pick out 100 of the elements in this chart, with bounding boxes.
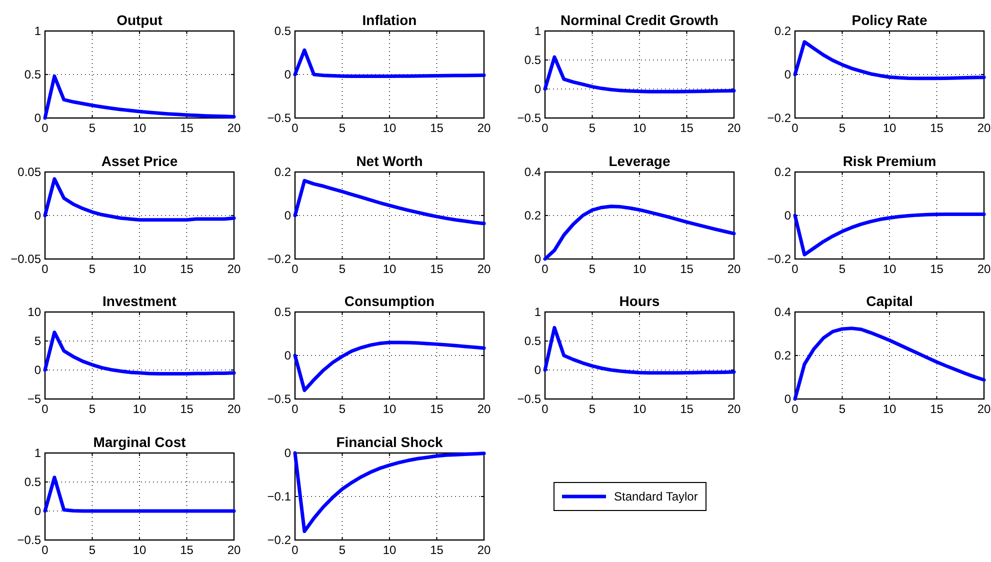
y-tick-label: 0.5	[274, 24, 292, 38]
chart-title: Asset Price	[101, 153, 178, 169]
x-tick-label: 10	[132, 402, 146, 416]
y-tick-label: −0.2	[767, 111, 792, 125]
chart-title: Hours	[619, 293, 660, 309]
x-tick-label: 15	[430, 543, 444, 557]
y-tick-label: 0	[34, 363, 42, 377]
x-tick-label: 20	[977, 402, 991, 416]
x-tick-label: 5	[588, 121, 596, 135]
x-tick-label: 20	[977, 262, 991, 276]
y-tick-label: 0.2	[774, 348, 792, 362]
y-tick-label: 1	[34, 446, 42, 460]
line-series	[793, 212, 986, 256]
x-tick-label: 20	[727, 121, 741, 135]
y-tick-label: −0.5	[267, 392, 292, 406]
x-tick-label: 10	[632, 402, 646, 416]
y-tick-label: −0.05	[10, 252, 42, 266]
x-tick-label: 5	[338, 543, 346, 557]
x-tick-label: 5	[338, 121, 346, 135]
y-tick-label: 0	[284, 68, 292, 82]
y-tick-label: 0.5	[524, 53, 542, 67]
x-tick-label: 15	[180, 543, 194, 557]
x-tick-label: 10	[882, 402, 896, 416]
line-series	[43, 74, 236, 120]
x-tick-label: 20	[477, 543, 491, 557]
chart-title: Output	[116, 12, 163, 28]
x-tick-label: 15	[680, 402, 694, 416]
line-series	[543, 55, 736, 94]
x-tick-label: 5	[88, 121, 96, 135]
line-series	[43, 476, 236, 513]
x-tick-label: 15	[930, 262, 944, 276]
line-series	[293, 451, 486, 534]
x-tick-label: 10	[132, 262, 146, 276]
y-tick-label: 0.5	[24, 475, 42, 489]
y-tick-label: 0	[534, 363, 542, 377]
y-tick-label: 0	[284, 208, 292, 222]
y-tick-label: 1	[34, 24, 42, 38]
x-tick-label: 15	[180, 262, 194, 276]
y-tick-label: −0.5	[267, 111, 292, 125]
y-tick-label: 0.4	[524, 165, 542, 179]
x-tick-label: 15	[180, 402, 194, 416]
chart-title: Capital	[866, 293, 913, 309]
y-tick-label: 0.5	[274, 305, 292, 319]
y-tick-label: 0.2	[274, 165, 292, 179]
x-tick-label: 20	[477, 121, 491, 135]
x-tick-label: 15	[930, 402, 944, 416]
x-tick-label: 10	[632, 121, 646, 135]
line-series	[43, 330, 236, 376]
y-tick-label: 0.2	[774, 165, 792, 179]
x-tick-label: 10	[382, 121, 396, 135]
y-tick-label: −0.5	[17, 533, 42, 547]
x-tick-label: 5	[838, 262, 846, 276]
chart-title: Consumption	[344, 293, 435, 309]
x-tick-label: 10	[382, 543, 396, 557]
chart-title: Norminal Credit Growth	[560, 12, 718, 28]
y-tick-label: −0.5	[517, 392, 542, 406]
y-tick-label: 0	[784, 392, 792, 406]
y-tick-label: 10	[28, 305, 42, 319]
x-tick-label: 5	[88, 543, 96, 557]
x-tick-label: 10	[882, 262, 896, 276]
y-tick-label: 1	[534, 305, 542, 319]
x-tick-label: 5	[838, 402, 846, 416]
line-series	[543, 326, 736, 375]
x-tick-label: 20	[727, 262, 741, 276]
chart-title: Marginal Cost	[93, 434, 186, 450]
y-tick-label: 0.2	[524, 208, 542, 222]
y-tick-label: −0.1	[267, 490, 292, 504]
y-tick-label: 0.5	[524, 334, 542, 348]
x-tick-label: 20	[977, 121, 991, 135]
x-tick-label: 20	[477, 402, 491, 416]
chart-title: Financial Shock	[336, 434, 444, 450]
x-tick-label: 10	[132, 543, 146, 557]
x-tick-label: 20	[227, 262, 241, 276]
x-tick-label: 20	[227, 121, 241, 135]
x-tick-label: 10	[632, 262, 646, 276]
y-tick-label: 0.2	[774, 24, 792, 38]
x-tick-label: 15	[680, 262, 694, 276]
y-tick-label: −5	[27, 392, 42, 406]
x-tick-label: 5	[588, 262, 596, 276]
y-tick-label: −0.2	[267, 533, 292, 547]
x-tick-label: 15	[930, 121, 944, 135]
y-tick-label: 0	[784, 68, 792, 82]
x-tick-label: 20	[477, 262, 491, 276]
y-tick-label: 0	[784, 208, 792, 222]
chart-title: Inflation	[362, 12, 417, 28]
line-series	[43, 177, 236, 222]
y-tick-label: 0	[34, 208, 42, 222]
line-series	[293, 48, 486, 78]
x-tick-label: 10	[382, 262, 396, 276]
y-tick-label: 0	[534, 252, 542, 266]
y-tick-label: −0.5	[517, 111, 542, 125]
x-tick-label: 5	[338, 262, 346, 276]
x-tick-label: 15	[430, 121, 444, 135]
x-tick-label: 15	[180, 121, 194, 135]
x-tick-label: 5	[88, 402, 96, 416]
line-series	[793, 40, 986, 80]
line-series	[293, 178, 486, 226]
chart-title: Net Worth	[356, 153, 423, 169]
x-tick-label: 20	[227, 543, 241, 557]
y-tick-label: 5	[34, 334, 42, 348]
